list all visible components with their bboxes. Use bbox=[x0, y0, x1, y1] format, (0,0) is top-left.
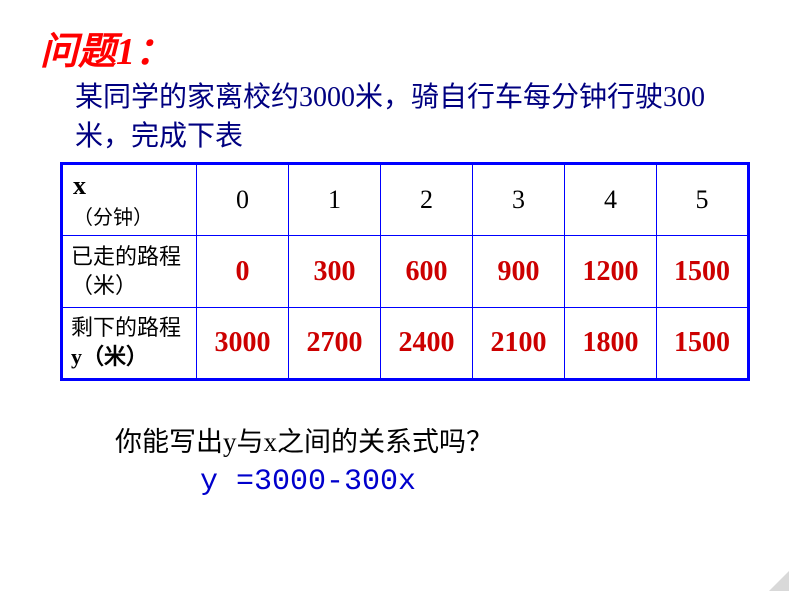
row2-y-label: y（米） bbox=[71, 344, 148, 369]
row1-value-3: 900 bbox=[473, 236, 565, 308]
header-label-cell: x （分钟） bbox=[62, 164, 197, 236]
header-value-5: 5 bbox=[657, 164, 749, 236]
header-value-3: 3 bbox=[473, 164, 565, 236]
header-value-0: 0 bbox=[197, 164, 289, 236]
problem-description: 某同学的家离校约3000米，骑自行车每分钟行驶300米，完成下表 bbox=[75, 78, 755, 156]
equation-answer: y =3000-300x bbox=[200, 465, 416, 499]
table-row-1: 已走的路程（米） 0 300 600 900 1200 1500 bbox=[62, 236, 749, 308]
row2-value-0: 3000 bbox=[197, 308, 289, 380]
problem-title: 问题1： bbox=[40, 20, 173, 75]
x-unit-label: （分钟） bbox=[73, 207, 153, 229]
row1-value-2: 600 bbox=[381, 236, 473, 308]
row2-value-1: 2700 bbox=[289, 308, 381, 380]
table-row-2: 剩下的路程 y（米） 3000 2700 2400 2100 1800 1500 bbox=[62, 308, 749, 380]
row1-label: 已走的路程（米） bbox=[62, 236, 197, 308]
row2-value-2: 2400 bbox=[381, 308, 473, 380]
question-prompt: 你能写出y与x之间的关系式吗？ bbox=[115, 420, 493, 459]
row2-label: 剩下的路程 y（米） bbox=[62, 308, 197, 380]
corner-decoration bbox=[759, 561, 789, 591]
table-header-row: x （分钟） 0 1 2 3 4 5 bbox=[62, 164, 749, 236]
row1-value-4: 1200 bbox=[565, 236, 657, 308]
row2-value-3: 2100 bbox=[473, 308, 565, 380]
data-table-container: x （分钟） 0 1 2 3 4 5 已走的路程（米） 0 300 600 90… bbox=[60, 162, 750, 381]
row1-value-5: 1500 bbox=[657, 236, 749, 308]
x-variable-label: x bbox=[73, 171, 86, 200]
header-value-4: 4 bbox=[565, 164, 657, 236]
row1-value-0: 0 bbox=[197, 236, 289, 308]
header-value-1: 1 bbox=[289, 164, 381, 236]
row2-value-5: 1500 bbox=[657, 308, 749, 380]
header-value-2: 2 bbox=[381, 164, 473, 236]
row2-label-prefix: 剩下的路程 bbox=[71, 315, 181, 340]
data-table: x （分钟） 0 1 2 3 4 5 已走的路程（米） 0 300 600 90… bbox=[60, 162, 750, 381]
row2-value-4: 1800 bbox=[565, 308, 657, 380]
row1-value-1: 300 bbox=[289, 236, 381, 308]
